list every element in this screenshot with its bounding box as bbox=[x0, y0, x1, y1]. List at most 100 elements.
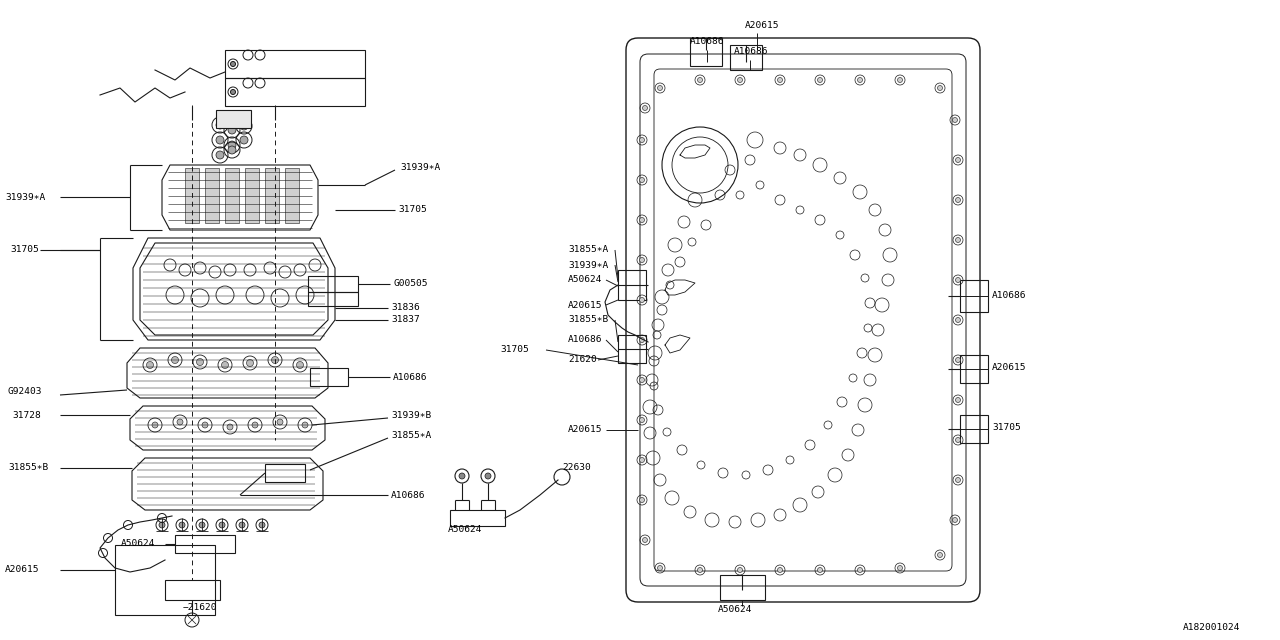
Text: 31939∗A: 31939∗A bbox=[5, 193, 45, 202]
Bar bbox=[225, 50, 365, 78]
Circle shape bbox=[241, 136, 248, 144]
Text: 31837: 31837 bbox=[390, 316, 420, 324]
Circle shape bbox=[230, 90, 236, 95]
Bar bbox=[618, 270, 646, 300]
Text: A10686: A10686 bbox=[992, 291, 1027, 300]
Bar bbox=[451, 510, 506, 526]
Circle shape bbox=[698, 77, 703, 83]
Circle shape bbox=[658, 566, 663, 570]
Circle shape bbox=[640, 458, 645, 463]
Bar bbox=[960, 415, 988, 443]
Circle shape bbox=[172, 356, 178, 364]
Text: A50624: A50624 bbox=[568, 275, 603, 285]
Circle shape bbox=[302, 422, 308, 428]
Circle shape bbox=[460, 473, 465, 479]
Text: A10686: A10686 bbox=[568, 335, 603, 344]
Bar bbox=[618, 335, 646, 363]
Text: A182001024: A182001024 bbox=[1183, 623, 1240, 632]
Circle shape bbox=[698, 568, 703, 573]
Text: A50624: A50624 bbox=[718, 605, 753, 614]
Text: A20615: A20615 bbox=[568, 426, 603, 435]
Bar bbox=[310, 368, 348, 386]
Text: A50624: A50624 bbox=[448, 525, 483, 534]
Circle shape bbox=[239, 522, 244, 528]
Text: 31728: 31728 bbox=[12, 410, 41, 419]
Circle shape bbox=[197, 358, 204, 365]
Text: 31939∗B: 31939∗B bbox=[390, 412, 431, 420]
Circle shape bbox=[216, 136, 224, 144]
Circle shape bbox=[955, 317, 960, 323]
Bar bbox=[225, 78, 365, 106]
Circle shape bbox=[640, 497, 645, 502]
Circle shape bbox=[640, 218, 645, 223]
Circle shape bbox=[658, 86, 663, 90]
Bar bbox=[265, 464, 305, 482]
Text: 31836: 31836 bbox=[390, 303, 420, 312]
Circle shape bbox=[737, 77, 742, 83]
Circle shape bbox=[202, 422, 207, 428]
Bar bbox=[719, 575, 765, 600]
Circle shape bbox=[230, 61, 236, 67]
Text: 21620: 21620 bbox=[568, 355, 596, 365]
Circle shape bbox=[955, 438, 960, 442]
Text: G92403: G92403 bbox=[8, 387, 42, 397]
Bar bbox=[690, 38, 722, 66]
Text: A20615: A20615 bbox=[992, 364, 1027, 372]
Circle shape bbox=[228, 126, 236, 134]
Circle shape bbox=[219, 522, 225, 528]
Bar bbox=[175, 535, 236, 553]
Bar bbox=[216, 110, 251, 128]
Circle shape bbox=[643, 106, 648, 111]
Text: A10686: A10686 bbox=[733, 47, 768, 56]
Text: 31705: 31705 bbox=[500, 346, 529, 355]
Bar bbox=[960, 280, 988, 312]
Bar bbox=[205, 168, 219, 223]
Circle shape bbox=[952, 518, 957, 522]
Circle shape bbox=[216, 121, 224, 129]
Bar bbox=[960, 355, 988, 383]
Circle shape bbox=[955, 198, 960, 202]
Circle shape bbox=[221, 362, 229, 369]
Text: A20615: A20615 bbox=[568, 301, 603, 310]
Text: A20615: A20615 bbox=[745, 20, 780, 29]
Text: −21620: −21620 bbox=[183, 604, 218, 612]
Circle shape bbox=[640, 378, 645, 383]
Bar bbox=[265, 168, 279, 223]
Circle shape bbox=[228, 146, 236, 154]
Circle shape bbox=[955, 477, 960, 483]
Circle shape bbox=[152, 422, 157, 428]
Text: 22630: 22630 bbox=[562, 463, 591, 472]
Circle shape bbox=[252, 422, 259, 428]
Text: 31855∗A: 31855∗A bbox=[390, 431, 431, 440]
Circle shape bbox=[777, 568, 782, 573]
Circle shape bbox=[955, 278, 960, 282]
Text: 31705: 31705 bbox=[10, 246, 38, 255]
Text: A20615: A20615 bbox=[5, 566, 40, 575]
Circle shape bbox=[640, 337, 645, 342]
Circle shape bbox=[146, 362, 154, 369]
Circle shape bbox=[955, 358, 960, 362]
Text: A50624: A50624 bbox=[120, 540, 155, 548]
Bar bbox=[186, 168, 198, 223]
Circle shape bbox=[271, 356, 279, 364]
Text: 31705: 31705 bbox=[398, 205, 426, 214]
Text: 31939∗A: 31939∗A bbox=[568, 260, 608, 269]
Circle shape bbox=[198, 522, 205, 528]
Text: G00505: G00505 bbox=[393, 280, 428, 289]
Text: A10686: A10686 bbox=[390, 490, 425, 499]
Circle shape bbox=[241, 122, 248, 130]
Circle shape bbox=[297, 362, 303, 369]
Bar bbox=[308, 292, 358, 306]
Circle shape bbox=[955, 237, 960, 243]
Circle shape bbox=[228, 141, 236, 149]
Circle shape bbox=[818, 568, 823, 573]
Circle shape bbox=[247, 360, 253, 367]
Circle shape bbox=[955, 397, 960, 403]
Circle shape bbox=[818, 77, 823, 83]
Text: A10686: A10686 bbox=[690, 38, 724, 47]
Bar bbox=[115, 545, 215, 615]
Circle shape bbox=[937, 86, 942, 90]
Circle shape bbox=[777, 77, 782, 83]
Circle shape bbox=[897, 566, 902, 570]
Bar bbox=[285, 168, 300, 223]
